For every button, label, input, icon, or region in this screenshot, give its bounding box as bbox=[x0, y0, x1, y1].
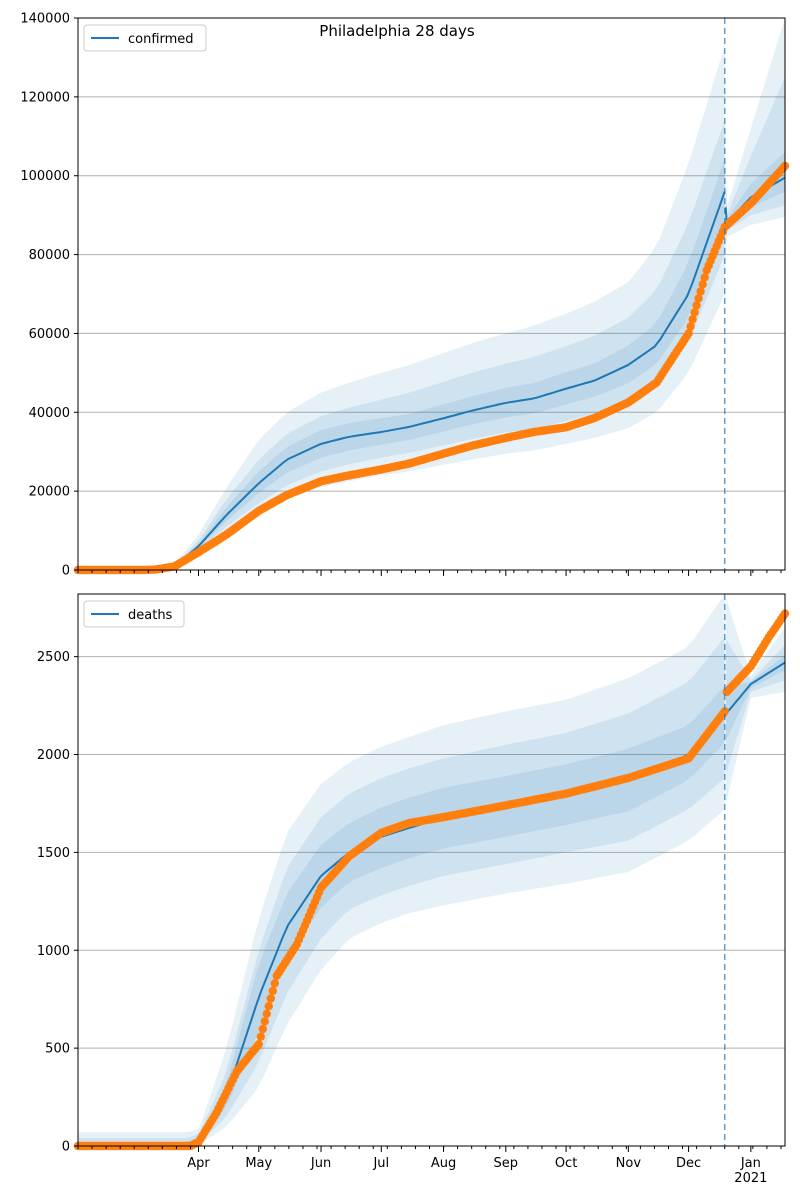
observed-point bbox=[690, 308, 699, 317]
y-tick-label: 100000 bbox=[20, 169, 70, 184]
confidence-band bbox=[725, 77, 785, 243]
legend-label: deaths bbox=[128, 608, 173, 623]
observed-point bbox=[254, 1040, 263, 1049]
x-tick-label: Oct bbox=[555, 1156, 577, 1171]
confidence-band bbox=[725, 654, 785, 741]
deaths-panel: 0 500 1000 1500 2000 2500 Apr May Jun Jul Aug Sep Oc… bbox=[37, 593, 790, 1186]
confidence-band bbox=[78, 120, 725, 570]
confirmed-panel: 0 20000 40000 60000 80000 100000 120000 140000 P… bbox=[20, 12, 790, 579]
confidence-band bbox=[78, 157, 725, 570]
observed-point bbox=[262, 1009, 271, 1018]
x-tick-label: Apr bbox=[187, 1156, 210, 1171]
y-tick-label: 20000 bbox=[29, 485, 70, 500]
observed-point bbox=[696, 287, 705, 296]
y-tick-label: 1000 bbox=[37, 944, 70, 959]
observed-point bbox=[688, 315, 697, 324]
legend: deaths bbox=[83, 600, 185, 628]
x-tick-label: May bbox=[245, 1156, 272, 1171]
observed-point bbox=[692, 301, 701, 310]
x-tick-label: Sep bbox=[494, 1156, 519, 1171]
observed-point bbox=[264, 1002, 273, 1011]
axes-frame bbox=[77, 17, 786, 571]
observed-point bbox=[700, 273, 709, 282]
observed-point bbox=[694, 294, 703, 303]
confidence-band bbox=[725, 18, 785, 266]
confidence-band bbox=[78, 637, 725, 1146]
confidence-band bbox=[78, 686, 725, 1146]
observed-point bbox=[720, 707, 729, 716]
observed-point bbox=[256, 1032, 265, 1041]
confidence-band bbox=[78, 594, 725, 1146]
y-tick-label: 60000 bbox=[29, 327, 70, 342]
axes-frame bbox=[77, 593, 786, 1147]
y-tick-label: 80000 bbox=[29, 248, 70, 263]
y-tick-label: 0 bbox=[62, 1140, 70, 1155]
legend-box bbox=[83, 24, 207, 52]
y-tick-label: 2500 bbox=[37, 650, 70, 665]
x-tick-label: Dec bbox=[676, 1156, 701, 1171]
observed-point bbox=[268, 986, 277, 996]
observed-point bbox=[684, 329, 693, 338]
observed-point bbox=[270, 979, 279, 988]
y-tick-label: 500 bbox=[45, 1042, 70, 1057]
y-tick-label: 140000 bbox=[20, 12, 70, 27]
y-tick-label: 0 bbox=[62, 564, 70, 579]
observed-point bbox=[266, 994, 275, 1003]
confidence-band bbox=[78, 45, 725, 571]
x-tick-label: Jul bbox=[372, 1156, 389, 1171]
chart-title: Philadelphia 28 days bbox=[319, 22, 475, 40]
observed-point bbox=[260, 1017, 269, 1026]
x-tick-year-label: 2021 bbox=[734, 1171, 767, 1186]
y-tick-label: 1500 bbox=[37, 846, 70, 861]
confidence-band bbox=[725, 597, 785, 806]
legend: confirmed bbox=[83, 24, 207, 52]
legend-label: confirmed bbox=[128, 32, 194, 47]
legend-box bbox=[83, 600, 185, 628]
x-tick-label: Nov bbox=[616, 1156, 642, 1171]
x-tick-label: Aug bbox=[431, 1156, 456, 1171]
observed-point bbox=[258, 1024, 267, 1034]
observed-point bbox=[698, 280, 707, 289]
x-tick-label: Jun bbox=[310, 1156, 331, 1171]
x-tick-label: Jan bbox=[740, 1156, 761, 1171]
y-tick-label: 40000 bbox=[29, 406, 70, 421]
y-tick-label: 120000 bbox=[20, 90, 70, 105]
observed-point bbox=[686, 322, 695, 331]
y-tick-label: 2000 bbox=[37, 748, 70, 763]
fit-line bbox=[724, 661, 786, 715]
